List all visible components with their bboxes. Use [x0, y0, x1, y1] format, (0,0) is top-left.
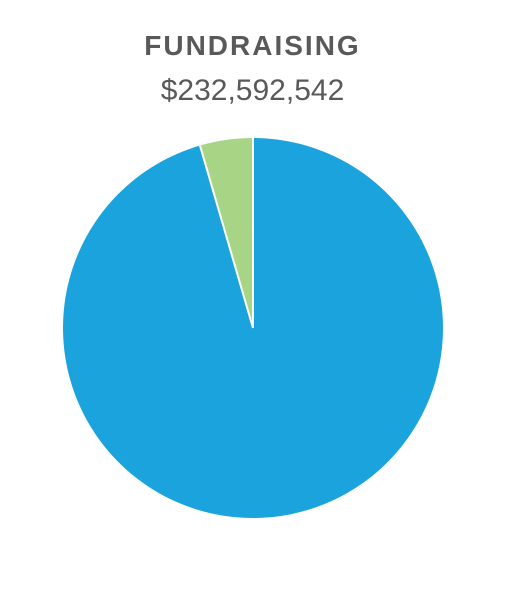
pie-chart — [63, 138, 443, 518]
chart-amount: $232,592,542 — [161, 74, 345, 108]
chart-title: FUNDRAISING — [144, 30, 360, 62]
pie-chart-container — [63, 138, 443, 518]
